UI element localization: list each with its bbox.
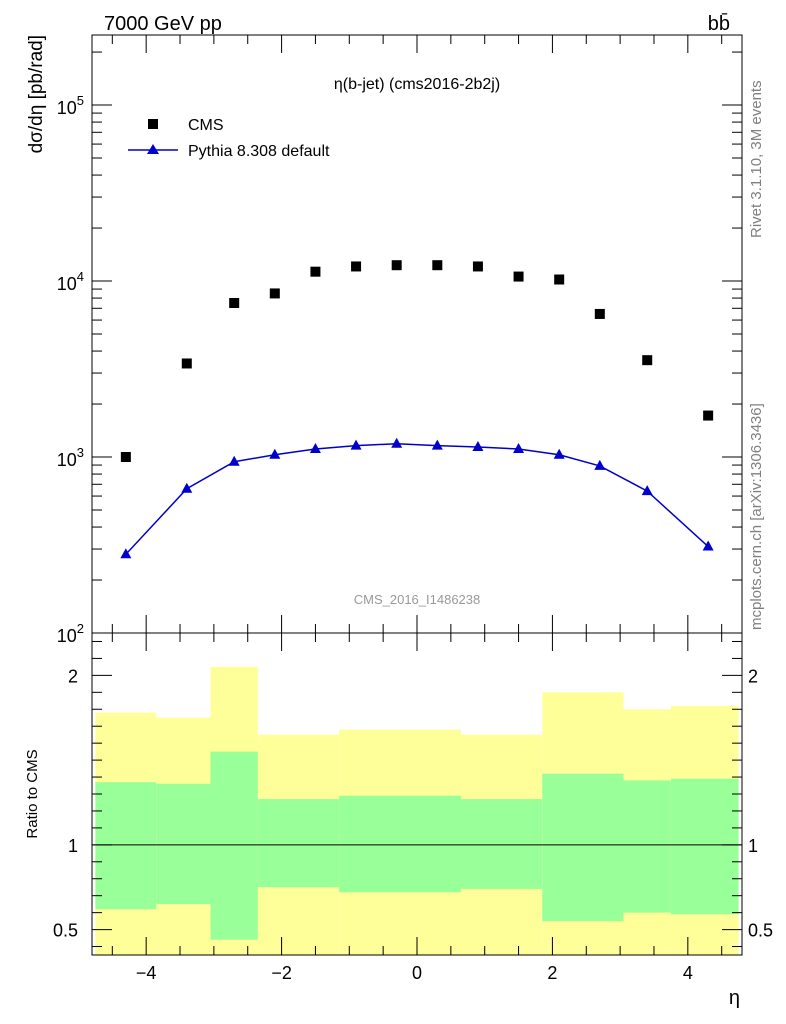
cms-point <box>642 355 653 366</box>
main-y-axis-label: dσ/dη [pb/rad] <box>26 35 47 153</box>
pythia-point <box>553 448 565 459</box>
ratio-green-band <box>156 783 211 905</box>
ratio-green-band <box>623 780 671 913</box>
cms-series <box>120 260 714 463</box>
ratio-y-tick-label-right: 2 <box>748 666 758 686</box>
cms-point <box>351 261 362 272</box>
main-y-tick-label: 102 <box>57 621 84 646</box>
main-y-tick-label: 104 <box>57 269 84 294</box>
mcplots-reference-label: mcplots.cern.ch [arXiv:1306.3436] <box>748 403 765 630</box>
analysis-watermark: CMS_2016_I1486238 <box>354 592 481 607</box>
ratio-y-tick-label-left: 1 <box>68 836 78 856</box>
x-tick-label: 2 <box>547 963 557 983</box>
ratio-green-band <box>670 778 739 915</box>
legend-cms-label: CMS <box>188 117 224 134</box>
x-axis-label: η <box>729 987 740 1009</box>
main-y-ticks <box>92 51 742 634</box>
cms-point <box>181 358 192 369</box>
x-tick-label: −2 <box>271 963 292 983</box>
pythia-point <box>350 439 362 450</box>
legend: CMS Pythia 8.308 default <box>128 117 330 160</box>
energy-label: 7000 GeV pp <box>104 13 222 35</box>
cms-point <box>554 274 565 285</box>
ratio-green-band <box>257 799 340 888</box>
pythia-point <box>181 482 193 493</box>
pythia-point <box>431 439 443 450</box>
ratio-y-tick-label-right: 1 <box>748 836 758 856</box>
pythia-point <box>641 485 653 496</box>
ratio-y-tick-label-left: 2 <box>68 666 78 686</box>
rivet-version-label: Rivet 3.1.10, 3M events <box>748 80 765 238</box>
ratio-green-band <box>461 799 543 889</box>
cms-point <box>703 410 714 421</box>
x-tick-label: 0 <box>412 963 422 983</box>
ratio-bands <box>95 666 739 955</box>
x-tick-label: 4 <box>683 963 693 983</box>
ratio-y-tick-label-left: 0.5 <box>53 921 78 941</box>
pythia-curve <box>125 442 709 555</box>
ratio-green-band <box>542 773 624 922</box>
pythia-series <box>120 437 714 559</box>
legend-cms-marker <box>148 119 158 129</box>
pythia-point <box>120 548 132 559</box>
cms-point <box>269 288 280 299</box>
cms-point <box>513 271 524 282</box>
cms-point <box>391 260 402 271</box>
legend-pythia-marker <box>147 144 159 154</box>
ratio-green-band <box>95 782 157 910</box>
pythia-point <box>269 448 281 459</box>
pythia-point <box>472 440 484 451</box>
main-x-ticks <box>111 35 723 633</box>
pythia-point <box>228 455 240 466</box>
ratio-y-tick-labels: 0.5 0.5 1 1 2 2 <box>53 666 773 940</box>
pythia-point <box>309 443 321 454</box>
cms-point <box>229 298 240 309</box>
cms-point <box>472 261 483 272</box>
pythia-point <box>391 437 403 448</box>
final-state-label: bb̄ <box>708 12 730 35</box>
pythia-point <box>594 459 606 470</box>
ratio-panel: 0.5 0.5 1 1 2 2 −4 −2 0 2 4 Ratio to CMS η <box>24 632 773 1009</box>
ratio-green-band <box>339 795 462 893</box>
ratio-y-tick-label-right: 0.5 <box>748 921 773 941</box>
pythia-point <box>513 443 525 454</box>
ratio-y-axis-label: Ratio to CMS <box>24 749 41 838</box>
main-panel: 102 103 104 105 η(b-jet) (cms2016-2b2j) CMS… <box>26 34 743 646</box>
chart-title: η(b-jet) (cms2016-2b2j) <box>334 76 500 93</box>
cms-point <box>594 308 605 319</box>
cms-point <box>310 266 321 277</box>
x-tick-label: −4 <box>136 963 157 983</box>
cms-point <box>120 452 131 463</box>
cms-point <box>432 260 443 271</box>
ratio-y-ticks <box>92 640 742 948</box>
pythia-point <box>702 540 714 551</box>
legend-pythia-label: Pythia 8.308 default <box>188 143 330 160</box>
main-y-tick-labels: 102 103 104 105 <box>57 93 84 646</box>
ratio-x-ticks <box>111 633 723 955</box>
main-y-tick-label: 103 <box>57 445 84 470</box>
main-y-tick-label: 105 <box>57 93 84 118</box>
ratio-green-band <box>210 751 258 940</box>
ratio-x-tick-labels: −4 −2 0 2 4 <box>136 963 693 983</box>
